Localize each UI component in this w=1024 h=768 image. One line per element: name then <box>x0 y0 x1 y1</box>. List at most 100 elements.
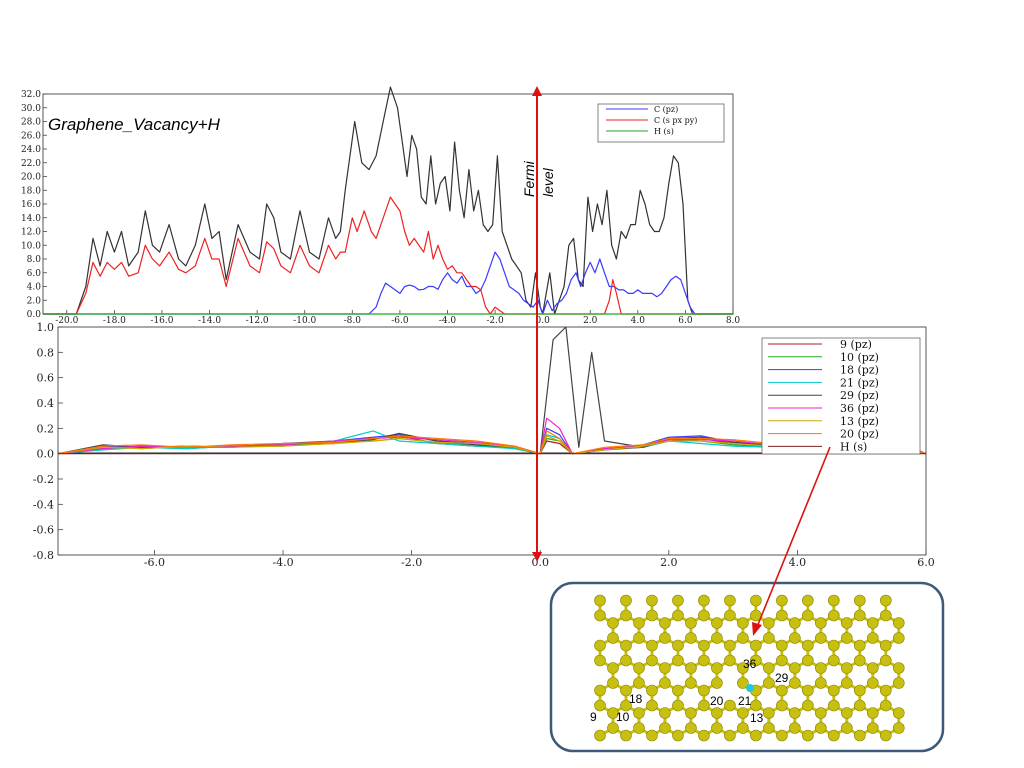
carbon-atom <box>737 662 749 674</box>
carbon-atom <box>750 639 762 652</box>
carbon-atom <box>607 617 619 629</box>
carbon-atom <box>737 617 749 629</box>
carbon-atom <box>879 609 892 622</box>
carbon-atom <box>659 707 671 719</box>
bottom-y-tick-label: -0.8 <box>33 549 54 562</box>
fermi-label-line2: level <box>540 167 556 197</box>
top-chart-title: Graphene_Vacancy+H <box>48 115 221 134</box>
carbon-atom <box>711 722 723 734</box>
bottom-x-tick-label: -2.0 <box>401 556 422 569</box>
carbon-atom <box>866 707 879 719</box>
carbon-atom <box>802 594 814 607</box>
carbon-atom <box>659 677 671 689</box>
top-y-tick-label: 32.0 <box>21 90 41 100</box>
carbon-atom <box>594 699 606 712</box>
carbon-atom <box>620 684 632 697</box>
carbon-atom <box>607 722 619 734</box>
carbon-atom <box>594 639 606 652</box>
carbon-atom <box>879 654 892 667</box>
bottom-pdos-panel: 1.00.80.60.40.20.0-0.2-0.4-0.6-0.8 -6.0-… <box>33 321 935 569</box>
top-y-tick-label: 16.0 <box>21 200 41 210</box>
top-y-tick-label: 10.0 <box>21 241 41 251</box>
carbon-atom <box>841 722 853 734</box>
carbon-atom <box>659 632 671 644</box>
fermi-level-arrow: Fermi level <box>521 86 556 562</box>
top-x-tick-label: -14.0 <box>198 316 221 326</box>
carbon-atom <box>802 729 814 742</box>
carbon-atom <box>724 729 736 742</box>
top-y-tick-label: 4.0 <box>27 283 42 293</box>
atom-label-21: 21 <box>738 694 752 708</box>
carbon-atom <box>633 722 645 734</box>
fermi-arrow-head-up <box>532 86 542 96</box>
carbon-atom <box>828 684 840 697</box>
carbon-atom <box>594 609 606 622</box>
top-y-tick-label: 12.0 <box>21 228 41 238</box>
bottom-legend-label: 10 (pz) <box>840 351 879 364</box>
carbon-atom <box>607 632 619 644</box>
bottom-legend-label: 9 (pz) <box>840 338 872 351</box>
carbon-atom <box>646 684 658 697</box>
top-x-tick-label: -4.0 <box>439 316 457 326</box>
carbon-atom <box>866 617 879 629</box>
carbon-atom <box>802 639 814 652</box>
carbon-atom <box>892 722 905 734</box>
bottom-x-tick-label: -4.0 <box>272 556 293 569</box>
bottom-legend-label: 13 (pz) <box>840 415 879 428</box>
carbon-atom <box>841 662 853 674</box>
atom-label-13: 13 <box>750 711 764 725</box>
top-x-tick-label: 8.0 <box>726 316 741 326</box>
carbon-atom <box>879 729 892 742</box>
carbon-atom <box>802 684 814 697</box>
carbon-atom <box>828 729 840 742</box>
carbon-atom <box>763 632 775 644</box>
top-legend-label: C (s px py) <box>654 116 697 125</box>
carbon-atom <box>685 617 697 629</box>
carbon-atom <box>828 594 840 607</box>
top-y-tick-label: 20.0 <box>21 173 41 183</box>
carbon-atom <box>776 654 788 667</box>
bottom-y-tick-label: 0.2 <box>37 422 55 435</box>
carbon-atom <box>815 632 827 644</box>
atom-labels: 36 29 18 20 21 9 10 13 <box>590 657 789 725</box>
carbon-atom <box>672 654 684 667</box>
top-y-tick-label: 6.0 <box>27 269 42 279</box>
carbon-atom <box>620 699 632 712</box>
top-y-tick-label: 24.0 <box>21 145 41 155</box>
top-series-line-0 <box>43 86 733 315</box>
atom-label-10: 10 <box>616 710 630 724</box>
carbon-atom <box>672 729 684 742</box>
carbon-atom <box>685 662 697 674</box>
carbon-atom <box>724 594 736 607</box>
carbon-atom <box>815 707 827 719</box>
carbon-atom <box>685 632 697 644</box>
carbon-atom <box>854 609 866 622</box>
bottom-legend-label: H (s) <box>840 440 867 453</box>
carbon-atom <box>866 677 879 689</box>
carbon-atom <box>892 662 905 674</box>
carbon-atom <box>646 594 658 607</box>
top-x-tick-label: -12.0 <box>246 316 269 326</box>
carbon-atom <box>841 632 853 644</box>
carbon-atom <box>789 677 801 689</box>
bottom-x-tick-label: 0.0 <box>531 556 549 569</box>
carbon-atom <box>685 677 697 689</box>
carbon-atom <box>750 699 762 712</box>
carbon-atom <box>789 707 801 719</box>
carbon-atom <box>724 609 736 622</box>
carbon-atom <box>866 632 879 644</box>
carbon-atom <box>892 677 905 689</box>
top-x-tick-label: 2.0 <box>583 316 598 326</box>
carbon-atom <box>659 617 671 629</box>
carbon-atom <box>633 632 645 644</box>
carbon-atom <box>711 677 723 689</box>
carbon-atom <box>633 677 645 689</box>
carbon-atom <box>854 639 866 652</box>
carbon-atom <box>737 677 749 689</box>
bottom-y-tick-label: 0.0 <box>37 448 55 461</box>
carbon-atom <box>854 699 866 712</box>
top-y-tick-label: 18.0 <box>21 186 41 196</box>
carbon-atom <box>620 729 632 742</box>
carbon-atom <box>789 632 801 644</box>
